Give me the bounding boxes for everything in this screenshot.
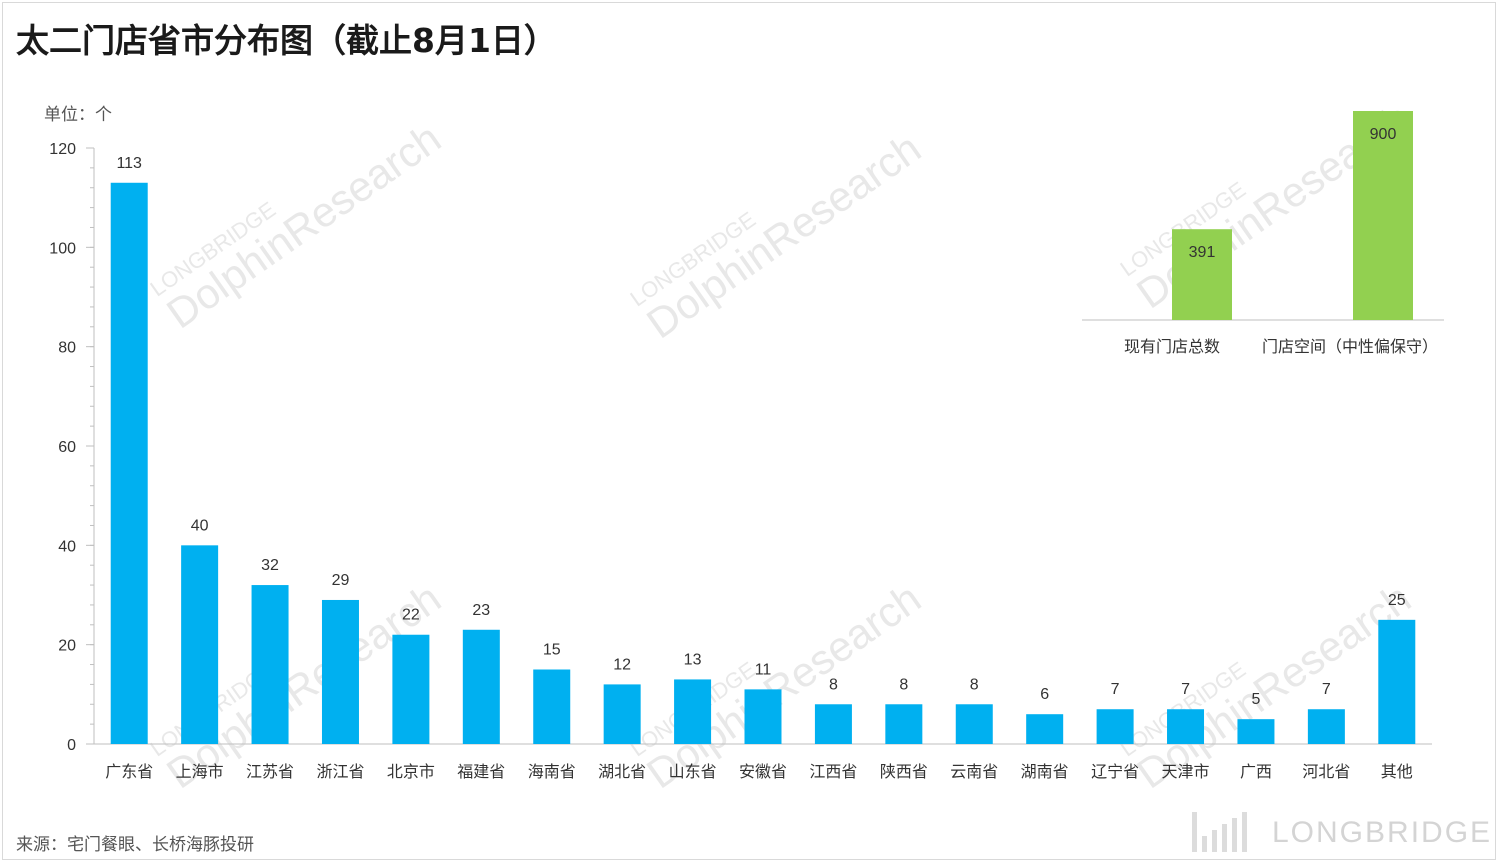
category-label: 江西省: [809, 762, 857, 781]
data-label: 22: [402, 607, 420, 624]
bar: [1096, 709, 1134, 744]
bar: [321, 599, 359, 744]
category-label: 河北省: [1302, 762, 1350, 781]
data-label: 8: [829, 676, 838, 693]
bar: [533, 669, 571, 744]
y-tick-label: 100: [49, 240, 76, 257]
category-label: 浙江省: [316, 762, 364, 781]
y-tick-label: 20: [58, 638, 76, 655]
data-label: 32: [261, 557, 279, 574]
data-label: 6: [1040, 686, 1049, 703]
bar: [462, 629, 500, 744]
bar: [744, 689, 782, 744]
category-label: 湖南省: [1021, 762, 1069, 781]
data-label: 7: [1181, 681, 1190, 698]
inset-category-label: 现有门店总数: [1124, 337, 1220, 356]
category-label: 上海市: [176, 762, 224, 781]
brand-name: LONGBRIDGE: [1272, 816, 1493, 849]
watermark-line2: DolphinResearch: [638, 124, 929, 347]
y-tick-label: 80: [58, 340, 76, 357]
source-note: 来源：宅门餐眼、长桥海豚投研: [16, 835, 254, 855]
bar: [1026, 714, 1064, 744]
bar: [251, 585, 289, 744]
category-label: 其他: [1381, 762, 1413, 781]
y-tick-label: 60: [58, 439, 76, 456]
category-label: 陕西省: [880, 762, 928, 781]
data-label: 7: [1322, 681, 1331, 698]
data-label: 8: [970, 676, 979, 693]
y-tick-label: 120: [49, 141, 76, 158]
bar: [1237, 719, 1275, 744]
category-label: 安徽省: [739, 762, 787, 781]
y-tick-label: 0: [67, 737, 76, 754]
inset-bar: [1172, 229, 1232, 320]
category-label: 云南省: [950, 762, 998, 781]
bar: [1378, 619, 1416, 744]
watermark-line2: DolphinResearch: [158, 114, 449, 337]
brand-logo: LONGBRIDGE: [1188, 806, 1490, 856]
bar: [1167, 709, 1205, 744]
category-label: 广西: [1240, 762, 1272, 781]
bar: [885, 704, 923, 744]
bar: [814, 704, 852, 744]
category-label: 广东省: [105, 762, 153, 781]
inset-data-label: 391: [1189, 244, 1216, 261]
data-label: 23: [472, 602, 490, 619]
bar: [110, 182, 148, 744]
category-label: 海南省: [528, 762, 576, 781]
bar: [1307, 709, 1345, 744]
y-tick-label: 40: [58, 538, 76, 555]
data-label: 7: [1111, 681, 1120, 698]
bar: [181, 545, 219, 744]
data-label: 8: [899, 676, 908, 693]
chart-title: 太二门店省市分布图（截止8月1日）: [16, 21, 557, 60]
brand-bars-icon: [1192, 812, 1247, 852]
data-label: 25: [1388, 592, 1406, 609]
data-label: 40: [191, 517, 209, 534]
category-label: 江苏省: [246, 762, 294, 781]
data-label: 5: [1251, 691, 1260, 708]
data-label: 113: [116, 155, 142, 172]
data-label: 13: [684, 651, 702, 668]
data-label: 29: [332, 572, 350, 589]
category-label: 福建省: [457, 762, 505, 781]
bar: [955, 704, 993, 744]
bar: [603, 684, 641, 744]
data-label: 12: [613, 656, 631, 673]
category-label: 天津市: [1162, 762, 1210, 781]
category-label: 北京市: [387, 762, 435, 781]
category-label: 辽宁省: [1091, 762, 1139, 781]
category-label: 山东省: [669, 762, 717, 781]
inset-data-label: 900: [1370, 126, 1397, 143]
inset-category-label: 门店空间（中性偏保守）: [1262, 337, 1438, 356]
bar: [674, 679, 712, 744]
inset-bar: [1353, 111, 1413, 320]
unit-label: 单位：个: [44, 105, 112, 125]
bar: [392, 634, 430, 744]
category-label: 湖北省: [598, 762, 646, 781]
data-label: 11: [755, 661, 772, 678]
data-label: 15: [543, 642, 561, 659]
